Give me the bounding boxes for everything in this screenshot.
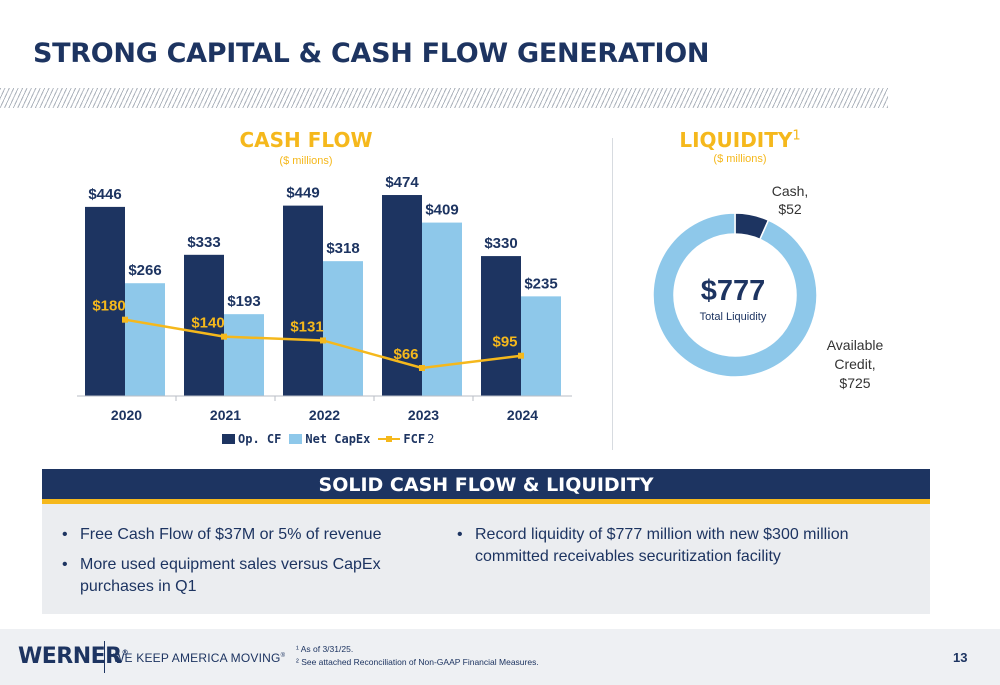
- page-number: 13: [953, 650, 968, 665]
- bullets-right: Record liquidity of $777 million with ne…: [455, 524, 925, 576]
- cash-slice-label-name: Cash,: [771, 183, 809, 199]
- legend-net-capex-label: Net CapEx: [305, 432, 371, 446]
- liquidity-donut-chart: [652, 212, 818, 378]
- legend-op-cf-swatch: [222, 434, 235, 444]
- credit-slice-label-line2: Credit,: [834, 356, 876, 372]
- x-tick-label: 2020: [111, 407, 142, 423]
- x-tick-label: 2022: [309, 407, 340, 423]
- bullet-item: Record liquidity of $777 million with ne…: [455, 524, 925, 568]
- net-capex-bar: [422, 222, 462, 396]
- fcf-point: [221, 333, 227, 340]
- page-title: STRONG CAPITAL & CASH FLOW GENERATION: [33, 38, 710, 69]
- banner-accent-bar: [42, 499, 930, 504]
- x-tick-label: 2021: [210, 407, 241, 423]
- op-cf-data-label: $330: [484, 235, 517, 252]
- legend-fcf-footnote-mark: 2: [427, 432, 435, 446]
- fcf-data-label: $180: [92, 298, 125, 315]
- footnote-1: ¹ As of 3/31/25.: [296, 644, 354, 654]
- vertical-divider: [612, 138, 613, 450]
- credit-slice-label: Available Credit, $725: [815, 336, 895, 393]
- footnote-2: ² See attached Reconciliation of Non-GAA…: [296, 657, 539, 667]
- footnotes: ¹ As of 3/31/25. ² See attached Reconcil…: [296, 643, 539, 669]
- hatch-divider: [0, 88, 888, 108]
- net-capex-data-label: $266: [128, 262, 161, 279]
- fcf-point: [518, 352, 524, 359]
- fcf-data-label: $140: [191, 315, 224, 332]
- fcf-data-label: $95: [492, 334, 517, 351]
- liquidity-title: LIQUIDITY1: [670, 128, 810, 152]
- liquidity-subtitle: ($ millions): [713, 153, 767, 165]
- net-capex-bar: [521, 296, 561, 396]
- op-cf-data-label: $474: [385, 174, 419, 191]
- op-cf-data-label: $333: [187, 234, 220, 251]
- cash-slice-label-value: $52: [778, 201, 802, 217]
- legend-fcf-label: FCF: [403, 432, 426, 446]
- net-capex-data-label: $235: [524, 275, 557, 292]
- x-tick-label: 2024: [507, 407, 538, 423]
- fcf-point: [320, 337, 326, 344]
- op-cf-bar: [85, 206, 125, 396]
- net-capex-bar: [125, 283, 165, 396]
- cash-flow-chart: $446 $266 2020 $333 $193 2021 $449 $318 2022 $474…: [77, 174, 572, 423]
- credit-slice-label-line1: Available: [826, 337, 884, 353]
- total-liquidity-value: $777: [700, 275, 766, 307]
- footer: [0, 629, 1000, 685]
- logo-registered-mark: ®: [121, 648, 129, 657]
- tagline: WE KEEP AMERICA MOVING®: [113, 651, 285, 665]
- op-cf-bar: [283, 205, 323, 396]
- fcf-data-label: $131: [290, 318, 323, 335]
- cash-flow-legend: Op. CF Net CapEx FCF 2: [222, 432, 442, 446]
- net-capex-data-label: $318: [326, 240, 359, 257]
- fcf-point: [122, 316, 128, 323]
- cash-flow-subtitle: ($ millions): [279, 155, 333, 167]
- op-cf-bar: [184, 254, 224, 396]
- available-credit-slice: [652, 212, 818, 378]
- op-cf-data-label: $446: [88, 186, 121, 203]
- logo-text: WERNER: [18, 644, 122, 669]
- bullets-left: Free Cash Flow of $37M or 5% of revenue …: [60, 524, 440, 606]
- op-cf-data-label: $449: [286, 185, 319, 202]
- x-tick-label: 2023: [408, 407, 439, 423]
- legend-fcf: FCF 2: [378, 432, 434, 446]
- fcf-point: [419, 365, 425, 372]
- legend-fcf-swatch: [378, 434, 401, 444]
- legend-net-capex-swatch: [289, 434, 303, 444]
- legend-op-cf: Op. CF: [222, 432, 281, 446]
- fcf-data-label: $66: [393, 346, 418, 363]
- bullet-item: Free Cash Flow of $37M or 5% of revenue: [60, 524, 440, 546]
- op-cf-bar: [481, 256, 521, 396]
- liquidity-title-text: LIQUIDITY: [679, 128, 793, 152]
- cash-slice-label: Cash, $52: [760, 182, 820, 218]
- bullet-item: More used equipment sales versus CapEx p…: [60, 554, 440, 598]
- net-capex-bar: [323, 261, 363, 396]
- legend-op-cf-label: Op. CF: [238, 432, 282, 446]
- tagline-registered-mark: ®: [280, 653, 286, 659]
- legend-net-capex: Net CapEx: [289, 432, 370, 446]
- logo-divider: [104, 641, 105, 673]
- werner-logo: WERNER®: [18, 644, 129, 669]
- solid-cash-flow-banner: SOLID CASH FLOW & LIQUIDITY: [42, 469, 930, 499]
- net-capex-data-label: $409: [425, 202, 458, 219]
- net-capex-bar: [224, 314, 264, 396]
- tagline-text: WE KEEP AMERICA MOVING: [113, 651, 281, 665]
- cash-flow-title: CASH FLOW: [239, 128, 373, 152]
- net-capex-data-label: $193: [227, 293, 260, 310]
- credit-slice-label-value: $725: [839, 375, 871, 391]
- liquidity-footnote-mark: 1: [792, 128, 801, 144]
- total-liquidity-label: Total Liquidity: [699, 311, 767, 323]
